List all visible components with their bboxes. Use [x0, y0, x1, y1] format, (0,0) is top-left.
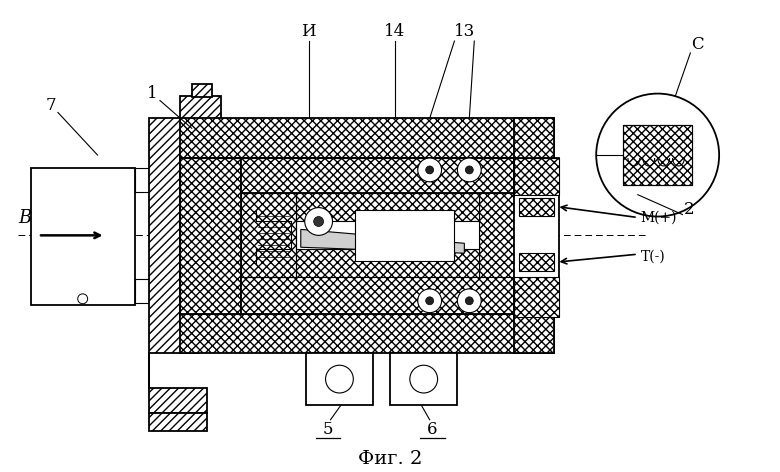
Polygon shape — [241, 158, 514, 193]
Circle shape — [418, 289, 441, 312]
Polygon shape — [514, 277, 558, 317]
Bar — [192, 84, 211, 97]
Bar — [623, 125, 693, 185]
Bar — [390, 354, 457, 405]
Circle shape — [418, 158, 441, 182]
Bar — [149, 413, 207, 430]
Bar — [180, 95, 222, 120]
Polygon shape — [241, 277, 514, 314]
Polygon shape — [479, 193, 514, 277]
Polygon shape — [180, 314, 554, 354]
Text: M(+): M(+) — [641, 211, 677, 225]
Polygon shape — [623, 125, 693, 185]
Circle shape — [410, 365, 438, 393]
Bar — [356, 210, 455, 261]
Circle shape — [596, 93, 719, 217]
Text: В: В — [19, 209, 32, 227]
Polygon shape — [241, 249, 479, 277]
Circle shape — [457, 289, 481, 312]
Polygon shape — [514, 158, 558, 195]
Text: 7: 7 — [46, 97, 56, 114]
Circle shape — [457, 158, 481, 182]
Text: 5: 5 — [322, 421, 333, 438]
Bar — [135, 279, 149, 303]
Circle shape — [466, 297, 473, 305]
Circle shape — [305, 208, 332, 236]
Circle shape — [426, 166, 434, 174]
Circle shape — [78, 294, 87, 304]
Circle shape — [314, 217, 324, 227]
Circle shape — [426, 297, 434, 305]
Bar — [519, 253, 554, 271]
Polygon shape — [241, 193, 479, 221]
Bar — [135, 168, 149, 192]
Text: 2: 2 — [684, 201, 695, 218]
Polygon shape — [180, 118, 554, 158]
Text: 1: 1 — [147, 85, 158, 102]
Text: И: И — [301, 23, 316, 40]
Bar — [519, 198, 554, 216]
Text: T(-): T(-) — [641, 250, 665, 264]
Polygon shape — [514, 118, 554, 354]
Text: 6: 6 — [427, 421, 437, 438]
Circle shape — [466, 166, 473, 174]
Bar — [306, 354, 373, 405]
Text: С: С — [691, 35, 704, 52]
Polygon shape — [241, 193, 296, 277]
Polygon shape — [180, 158, 241, 314]
Polygon shape — [149, 118, 207, 413]
Text: Фиг. 2: Фиг. 2 — [358, 450, 422, 468]
Bar — [296, 221, 479, 249]
Text: 13: 13 — [454, 23, 475, 40]
Bar — [31, 168, 135, 305]
Polygon shape — [301, 229, 464, 253]
Bar — [514, 158, 558, 317]
Text: 14: 14 — [385, 23, 406, 40]
Circle shape — [325, 365, 353, 393]
